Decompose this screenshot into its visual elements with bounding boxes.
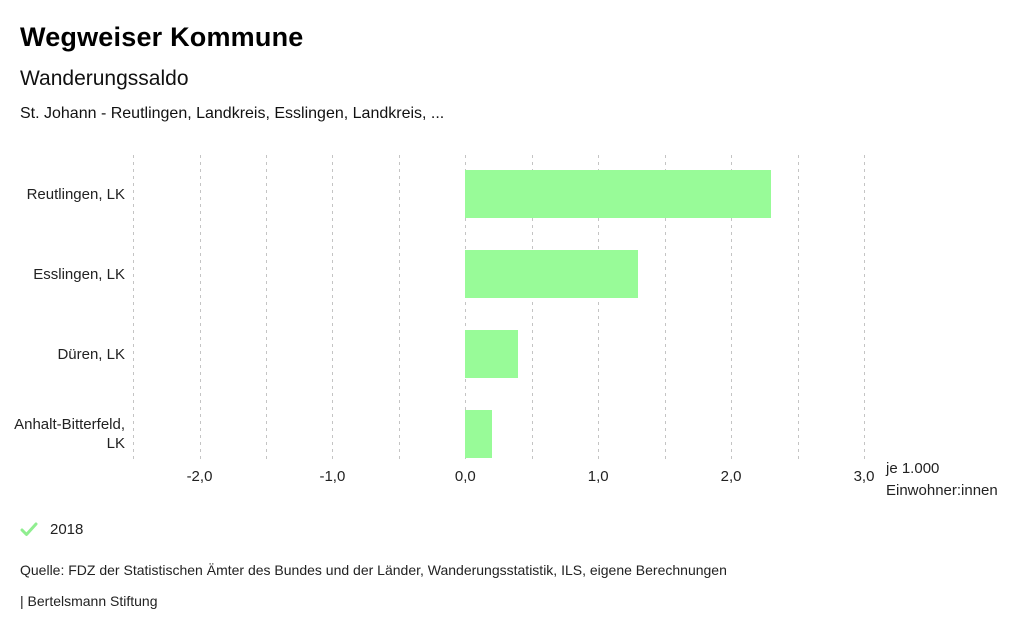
gridline bbox=[598, 155, 600, 462]
gridline bbox=[332, 155, 334, 462]
x-tick-label: 1,0 bbox=[587, 468, 609, 485]
x-tick-label: 0,0 bbox=[454, 468, 476, 485]
source-text: Quelle: FDZ der Statistischen Ämter des … bbox=[20, 562, 727, 578]
gridline bbox=[265, 155, 267, 462]
x-tick-label: -1,0 bbox=[319, 468, 346, 485]
gridline bbox=[864, 155, 865, 462]
attribution-text: | Bertelsmann Stiftung bbox=[20, 593, 158, 609]
chart-description: St. Johann - Reutlingen, Landkreis, Essl… bbox=[20, 105, 445, 122]
category-label: Reutlingen, LK bbox=[26, 185, 125, 203]
x-axis-unit-line2: Einwohner:innen bbox=[886, 482, 998, 499]
page-title: Wegweiser Kommune bbox=[20, 22, 304, 52]
bar-reutlingen-lk[interactable] bbox=[465, 170, 771, 218]
bar-esslingen-lk[interactable] bbox=[465, 250, 639, 298]
gridline bbox=[199, 155, 201, 462]
gridline bbox=[731, 155, 733, 462]
bar-anhalt-bitterfeld-lk[interactable] bbox=[465, 410, 492, 458]
x-tick-label: 2,0 bbox=[720, 468, 742, 485]
gridline bbox=[398, 155, 400, 462]
legend-item-2018[interactable]: 2018 bbox=[20, 521, 83, 538]
check-icon bbox=[20, 522, 38, 537]
x-tick-label: -2,0 bbox=[186, 468, 213, 485]
gridline bbox=[465, 155, 467, 462]
category-label: Anhalt-Bitterfeld, LK bbox=[14, 416, 125, 452]
category-label: Esslingen, LK bbox=[33, 265, 125, 283]
gridline bbox=[664, 155, 666, 462]
gridline bbox=[133, 155, 134, 462]
legend-label: 2018 bbox=[50, 521, 84, 538]
gridline bbox=[797, 155, 799, 462]
bar-düren-lk[interactable] bbox=[465, 330, 519, 378]
x-axis-unit-line1: je 1.000 bbox=[886, 460, 940, 477]
chart-title: Wanderungssaldo bbox=[20, 67, 189, 90]
x-tick-label: 3,0 bbox=[853, 468, 875, 485]
x-axis-unit-label: je 1.000 Einwohner:innen bbox=[886, 458, 998, 502]
gridline bbox=[531, 155, 533, 462]
plot-area bbox=[133, 155, 865, 462]
category-label: Düren, LK bbox=[57, 345, 125, 363]
